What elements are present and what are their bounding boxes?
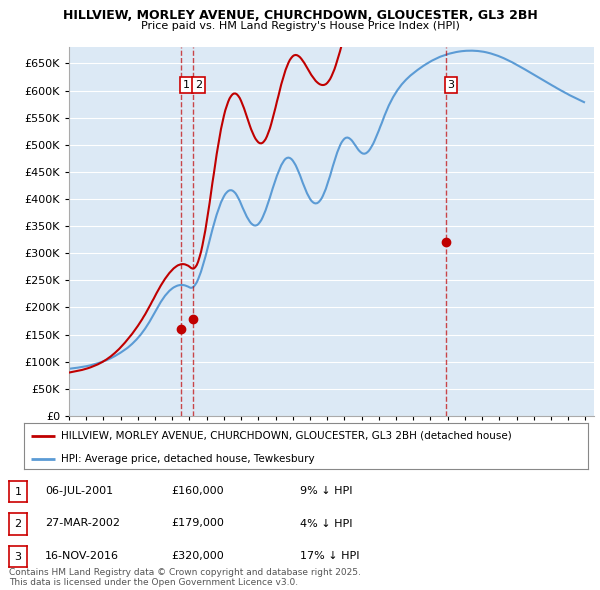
Text: £320,000: £320,000 [171, 551, 224, 561]
Text: £179,000: £179,000 [171, 519, 224, 529]
Text: 2: 2 [195, 80, 202, 90]
Text: HPI: Average price, detached house, Tewkesbury: HPI: Average price, detached house, Tewk… [61, 454, 314, 464]
Text: 3: 3 [14, 552, 22, 562]
Text: 16-NOV-2016: 16-NOV-2016 [45, 551, 119, 561]
Text: Contains HM Land Registry data © Crown copyright and database right 2025.
This d: Contains HM Land Registry data © Crown c… [9, 568, 361, 587]
Text: HILLVIEW, MORLEY AVENUE, CHURCHDOWN, GLOUCESTER, GL3 2BH (detached house): HILLVIEW, MORLEY AVENUE, CHURCHDOWN, GLO… [61, 431, 511, 441]
Text: 1: 1 [183, 80, 190, 90]
Text: Price paid vs. HM Land Registry's House Price Index (HPI): Price paid vs. HM Land Registry's House … [140, 21, 460, 31]
Text: HILLVIEW, MORLEY AVENUE, CHURCHDOWN, GLOUCESTER, GL3 2BH: HILLVIEW, MORLEY AVENUE, CHURCHDOWN, GLO… [62, 9, 538, 22]
Text: 4% ↓ HPI: 4% ↓ HPI [300, 519, 353, 529]
Text: 1: 1 [14, 487, 22, 497]
Text: 06-JUL-2001: 06-JUL-2001 [45, 486, 113, 496]
Text: 2: 2 [14, 519, 22, 529]
Text: 17% ↓ HPI: 17% ↓ HPI [300, 551, 359, 561]
Text: 27-MAR-2002: 27-MAR-2002 [45, 519, 120, 529]
Text: 3: 3 [448, 80, 454, 90]
Text: 9% ↓ HPI: 9% ↓ HPI [300, 486, 353, 496]
Text: £160,000: £160,000 [171, 486, 224, 496]
